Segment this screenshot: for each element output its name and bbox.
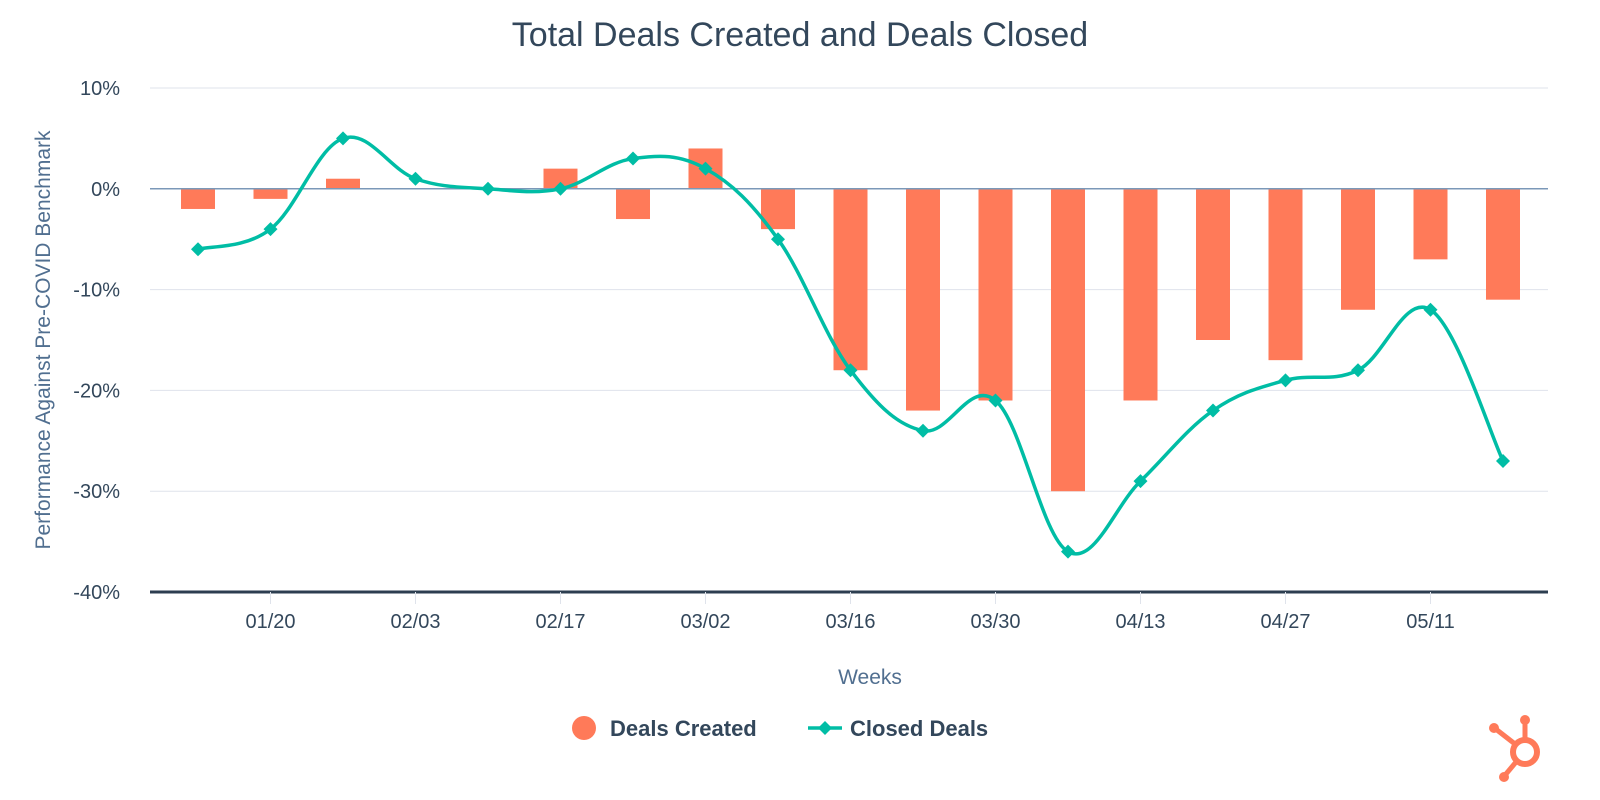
- bar-deals-created: [906, 188, 940, 411]
- tick-labels: 10% 0% -10% -20% -30% -40% 01/20 02/03 02/17 03/0…: [73, 78, 1454, 633]
- bar-deals-created: [616, 188, 650, 220]
- bar-deals-created: [543, 168, 578, 189]
- bar-deals-created: [1196, 188, 1230, 340]
- y-tick-label: -40%: [73, 582, 120, 604]
- bar-deals-created: [833, 188, 868, 371]
- x-tick-label: 03/16: [825, 611, 875, 633]
- logo-ring: [1510, 737, 1540, 767]
- legend-label-closed-deals: Closed Deals: [850, 716, 988, 741]
- bar-deals-created: [1051, 188, 1085, 492]
- y-axis-label: Performance Against Pre-COVID Benchmark: [32, 130, 55, 549]
- bar-deals-created: [1486, 188, 1520, 300]
- y-tick-label: -30%: [73, 481, 120, 503]
- x-tick-label: 04/27: [1260, 611, 1310, 633]
- point-closed-deals: [843, 363, 858, 378]
- point-closed-deals: [481, 181, 495, 196]
- point-closed-deals: [916, 423, 930, 438]
- grid-lines: [150, 87, 1548, 492]
- y-tick-label: -10%: [73, 280, 120, 302]
- point-closed-deals: [1496, 453, 1510, 468]
- point-closed-deals: [1423, 302, 1438, 317]
- x-tick-label: 02/03: [390, 611, 440, 633]
- y-tick-label: 0%: [91, 179, 120, 201]
- point-closed-deals: [1206, 403, 1220, 418]
- y-tick-label: 10%: [80, 78, 120, 100]
- point-closed-deals: [1278, 373, 1293, 388]
- y-tick-label: -20%: [73, 380, 120, 402]
- point-closed-deals: [263, 222, 278, 237]
- logo-knob: [1499, 772, 1509, 782]
- point-closed-deals: [1351, 363, 1365, 378]
- line-closed-deals: [191, 131, 1510, 559]
- point-closed-deals: [626, 151, 640, 166]
- x-tick-label: 05/11: [1406, 611, 1455, 633]
- legend-label-deals-created: Deals Created: [610, 716, 757, 741]
- point-closed-deals: [698, 161, 713, 176]
- point-closed-deals: [771, 232, 785, 247]
- logo-spoke: [1495, 728, 1517, 746]
- point-closed-deals: [336, 131, 350, 146]
- x-tick-label: 03/02: [680, 611, 730, 633]
- point-closed-deals: [1133, 474, 1148, 489]
- bar-deals-created: [978, 188, 1013, 401]
- hubspot-sprocket-icon: [1489, 715, 1540, 782]
- point-closed-deals: [553, 181, 568, 196]
- logo-knob: [1520, 715, 1530, 725]
- x-tick-label: 02/17: [535, 611, 585, 633]
- bar-deals-created: [253, 188, 288, 199]
- legend: Deals Created Closed Deals: [572, 716, 988, 741]
- chart-title: Total Deals Created and Deals Closed: [512, 16, 1088, 54]
- point-closed-deals: [191, 242, 205, 257]
- x-axis-label: Weeks: [838, 666, 902, 689]
- logo-knob: [1489, 723, 1499, 733]
- point-closed-deals: [988, 393, 1003, 408]
- axes: [150, 188, 1548, 604]
- point-closed-deals: [1061, 544, 1075, 559]
- point-closed-deals: [408, 171, 423, 186]
- legend-marker-deals-created: [572, 716, 596, 740]
- bar-deals-created: [326, 178, 360, 189]
- legend-marker-closed-deals: [818, 721, 832, 735]
- bar-deals-created: [1413, 188, 1448, 260]
- bar-deals-created: [1123, 188, 1158, 401]
- bars-deals-created: [181, 148, 1520, 492]
- bar-deals-created: [181, 188, 215, 209]
- bar-deals-created: [1268, 188, 1303, 361]
- x-tick-label: 03/30: [970, 611, 1020, 633]
- x-tick-label: 01/20: [245, 611, 295, 633]
- x-tick-label: 04/13: [1115, 611, 1165, 633]
- bar-deals-created: [1341, 188, 1375, 310]
- logo-spoke: [1504, 760, 1518, 776]
